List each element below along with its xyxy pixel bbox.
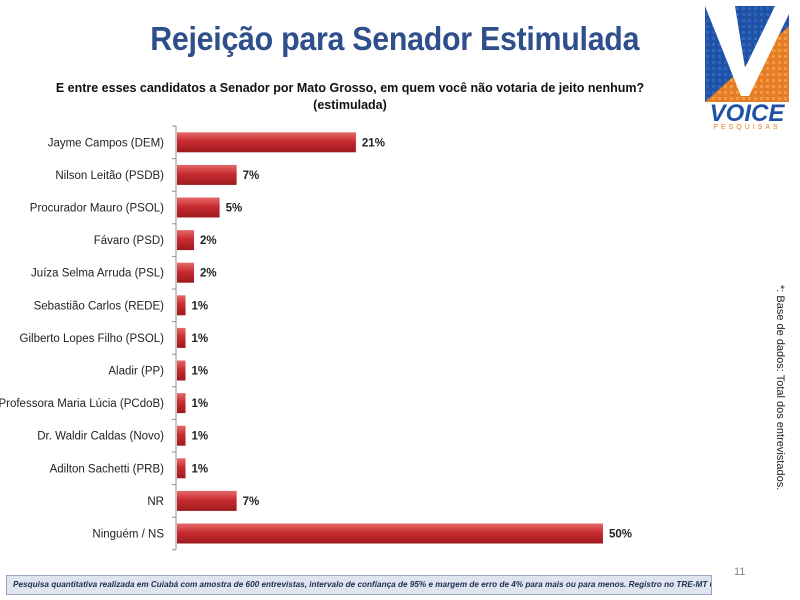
bar xyxy=(177,230,195,251)
question-qualifier: (estimulada) xyxy=(313,98,387,112)
bar xyxy=(177,393,186,414)
bar-value-label: 7% xyxy=(243,170,260,182)
bar-value-label: 1% xyxy=(192,366,209,378)
logo-wordmark: VOICE xyxy=(709,100,785,127)
bar xyxy=(177,164,237,185)
bar-value-label: 1% xyxy=(192,300,209,312)
category-label: Nilson Leitão (PSDB) xyxy=(55,170,164,182)
bar xyxy=(177,295,186,316)
bar-value-label: 21% xyxy=(362,137,385,149)
page-number: 11 xyxy=(734,566,746,578)
category-label: Jayme Campos (DEM) xyxy=(48,137,164,149)
logo-subtext: PESQUISAS xyxy=(713,124,781,131)
bar-chart: Jayme Campos (DEM) Nilson Leitão (PSDB) Pr… xyxy=(0,120,700,560)
question-text: E entre esses candidatos a Senador por M… xyxy=(55,81,645,95)
slide-title: Rejeição para Senador Estimulada xyxy=(0,20,800,58)
logo-emblem-graphic xyxy=(705,6,789,102)
category-label: Dr. Waldir Caldas (Novo) xyxy=(37,431,164,443)
category-label: Professora Maria Lúcia (PCdoB) xyxy=(0,398,164,410)
category-label: Aladir (PP) xyxy=(108,366,164,378)
bar-value-label: 50% xyxy=(609,529,632,541)
category-label: Gilberto Lopes Filho (PSOL) xyxy=(20,333,165,345)
bar-value-label: 7% xyxy=(243,496,260,508)
voice-logo: VOICE PESQUISAS xyxy=(703,6,791,132)
chart-question: E entre esses candidatos a Senador por M… xyxy=(40,80,660,114)
category-label: Fávaro (PSD) xyxy=(94,235,164,247)
category-label: Adilton Sachetti (PRB) xyxy=(50,463,165,475)
bar-chart-svg: Jayme Campos (DEM) Nilson Leitão (PSDB) Pr… xyxy=(0,125,632,551)
bar xyxy=(177,132,356,153)
bar-value-label: 2% xyxy=(200,268,217,280)
bar-value-label: 5% xyxy=(226,203,243,215)
category-label: Sebastião Carlos (REDE) xyxy=(34,300,165,312)
category-label: Juíza Selma Arruda (PSL) xyxy=(31,268,164,280)
bar xyxy=(177,360,186,381)
bar-value-label: 1% xyxy=(192,333,209,345)
base-note: *: Base de dados: Total dos entrevistado… xyxy=(774,285,786,491)
category-label: NR xyxy=(147,496,164,508)
bar xyxy=(177,425,186,446)
bar-value-label: 1% xyxy=(192,431,209,443)
bar xyxy=(177,327,186,348)
category-label: Ninguém / NS xyxy=(92,529,164,541)
bar-value-label: 2% xyxy=(200,235,217,247)
slide-title-text: Rejeição para Senador Estimulada xyxy=(150,20,640,57)
bar xyxy=(177,523,603,544)
bar xyxy=(177,458,186,479)
methodology-footer: Pesquisa quantitativa realizada em Cuiab… xyxy=(6,575,712,595)
bar-value-label: 1% xyxy=(192,398,209,410)
bar xyxy=(177,197,220,218)
category-label: Procurador Mauro (PSOL) xyxy=(30,203,164,215)
bar xyxy=(177,262,195,283)
bar xyxy=(177,490,237,511)
bar-value-label: 1% xyxy=(192,463,209,475)
logo-emblem xyxy=(705,6,789,102)
